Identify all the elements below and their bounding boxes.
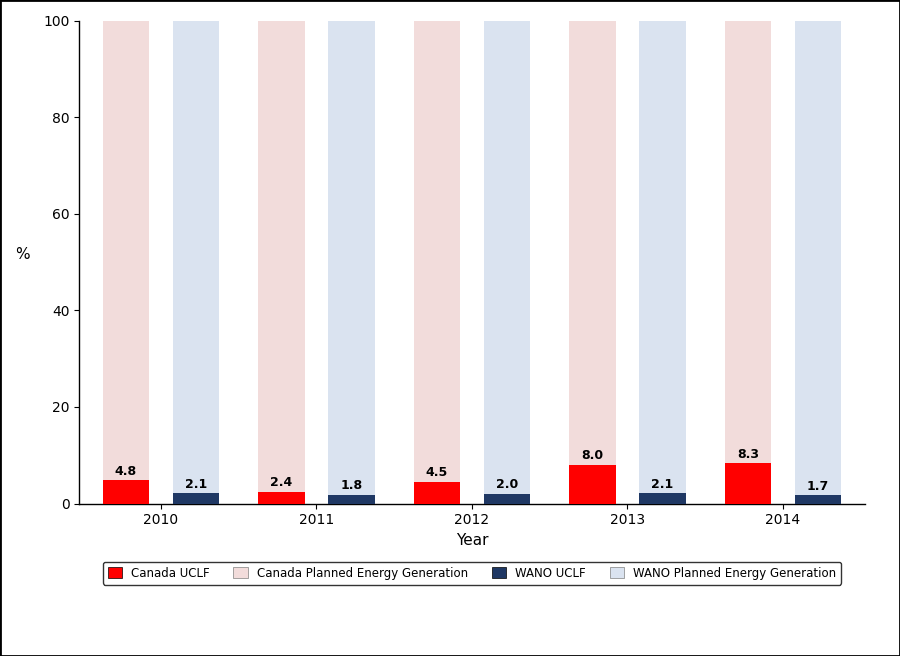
Text: 1.8: 1.8 <box>340 480 363 493</box>
Legend: Canada UCLF, Canada Planned Energy Generation, WANO UCLF, WANO Planned Energy Ge: Canada UCLF, Canada Planned Energy Gener… <box>103 562 842 584</box>
Bar <box>414 482 460 504</box>
Bar <box>483 20 530 494</box>
Text: 4.8: 4.8 <box>115 465 137 478</box>
Bar <box>569 465 616 504</box>
Bar <box>724 463 771 504</box>
Text: 2.4: 2.4 <box>270 476 292 489</box>
X-axis label: Year: Year <box>455 533 488 548</box>
Bar <box>414 20 460 482</box>
Bar <box>639 20 686 493</box>
Bar <box>795 20 842 495</box>
Text: 1.7: 1.7 <box>807 480 829 493</box>
Text: 2.1: 2.1 <box>652 478 673 491</box>
Bar <box>724 20 771 463</box>
Bar <box>569 20 616 465</box>
Bar <box>795 495 842 504</box>
Bar <box>258 20 305 492</box>
Text: 8.0: 8.0 <box>581 449 604 462</box>
Text: 4.5: 4.5 <box>426 466 448 480</box>
Y-axis label: %: % <box>15 247 30 262</box>
Text: 8.3: 8.3 <box>737 448 759 461</box>
Bar <box>328 495 374 504</box>
Bar <box>103 480 149 504</box>
Text: 2.1: 2.1 <box>184 478 207 491</box>
Bar <box>639 493 686 504</box>
Bar <box>103 20 149 480</box>
Bar <box>258 492 305 504</box>
Bar <box>173 20 220 493</box>
Bar <box>173 493 220 504</box>
Bar <box>328 20 374 495</box>
Text: 2.0: 2.0 <box>496 478 518 491</box>
Bar <box>483 494 530 504</box>
